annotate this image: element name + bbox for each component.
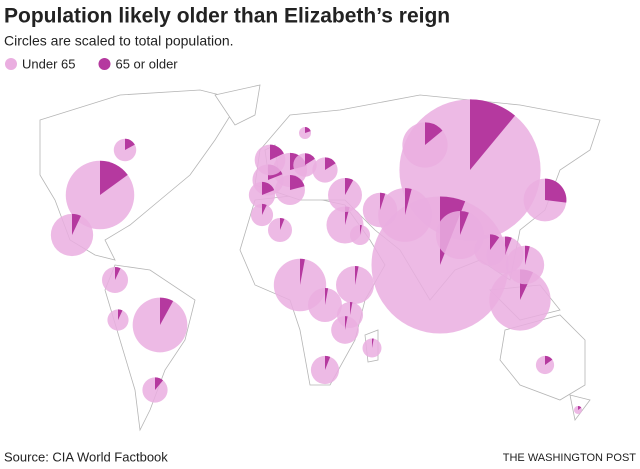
pie-older-wedge bbox=[405, 188, 412, 215]
pie-older-wedge bbox=[300, 258, 305, 285]
pie-older-wedge bbox=[125, 138, 135, 150]
pie-older-wedge bbox=[72, 213, 82, 235]
pie-older-wedge bbox=[270, 144, 284, 160]
pie-older-wedge bbox=[545, 355, 553, 365]
pie-older-wedge bbox=[460, 210, 469, 235]
pie-older-wedge bbox=[262, 203, 267, 215]
pie-older-wedge bbox=[325, 355, 331, 370]
pie-older-wedge bbox=[160, 297, 174, 325]
pie-older-wedge bbox=[305, 153, 315, 165]
pie-older-wedge bbox=[355, 266, 359, 285]
pie-older-wedge bbox=[155, 377, 164, 390]
pie-older-wedge bbox=[425, 122, 443, 145]
pie-older-wedge bbox=[380, 192, 386, 210]
pie-older-wedge bbox=[118, 309, 123, 320]
chart-subtitle: Circles are scaled to total population. bbox=[4, 33, 234, 49]
pie-older-wedge bbox=[290, 175, 305, 190]
pie-older-wedge bbox=[325, 288, 329, 305]
source: Source: CIA World Factbook bbox=[4, 449, 168, 464]
legend-swatch bbox=[98, 58, 111, 70]
pie-older-wedge bbox=[345, 178, 354, 195]
pie-older-wedge bbox=[505, 236, 512, 255]
credit: THE WASHINGTON POST bbox=[503, 452, 637, 464]
legend-label: 65 or older bbox=[115, 56, 178, 71]
pie-older-wedge bbox=[360, 224, 362, 235]
pie-older-wedge bbox=[345, 316, 348, 330]
pie-older-wedge bbox=[525, 245, 530, 265]
pie-older-wedge bbox=[325, 157, 336, 170]
pie-older-wedge bbox=[578, 405, 582, 410]
pie-older-wedge bbox=[262, 181, 275, 195]
pie-older-wedge bbox=[280, 217, 285, 230]
pie-older-wedge bbox=[470, 99, 515, 170]
pie-older-wedge bbox=[545, 178, 567, 203]
legend-swatch bbox=[5, 58, 17, 70]
chart-title: Population likely older than Elizabeth’s… bbox=[4, 5, 450, 28]
pie-older-wedge bbox=[115, 266, 121, 280]
pie-older-wedge bbox=[100, 160, 128, 195]
legend-label: Under 65 bbox=[22, 56, 75, 71]
pie-older-wedge bbox=[305, 126, 311, 133]
pie-older-wedge bbox=[372, 338, 374, 348]
pie-older-wedge bbox=[350, 301, 353, 315]
pie-older-wedge bbox=[490, 234, 500, 250]
